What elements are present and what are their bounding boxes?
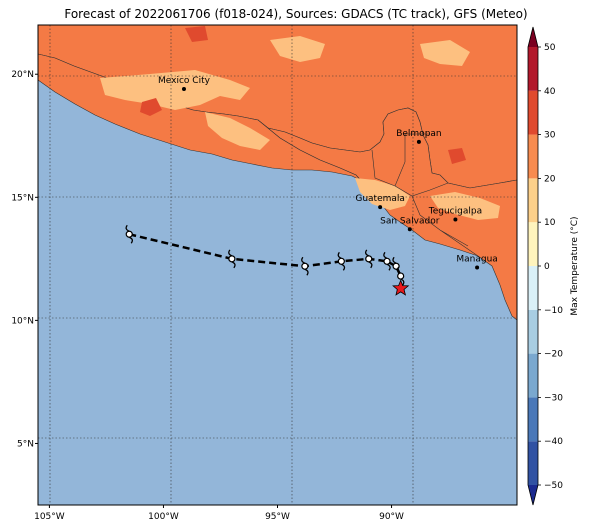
- colorbar-tick-label: 40: [544, 87, 556, 97]
- x-tick-label: 90°W: [379, 512, 404, 522]
- mild-zone-east: [420, 40, 470, 66]
- colorbar-segment: [528, 353, 538, 398]
- city-marker: [416, 139, 421, 144]
- current-position-star-icon: [392, 279, 410, 296]
- land-layer: [38, 25, 517, 321]
- city-marker: [378, 205, 383, 210]
- x-axis-ticks: 105°W 100°W 95°W 90°W: [34, 505, 404, 522]
- y-axis-ticks: 20°N 15°N 10°N 5°N: [11, 70, 38, 449]
- colorbar-segment: [528, 441, 538, 485]
- city-marker: [453, 217, 458, 222]
- colorbar-tick-label: 50: [544, 43, 556, 53]
- colorbar-segment: [528, 134, 538, 179]
- colorbar-tick-label: −20: [544, 350, 563, 360]
- storm-track-point: [365, 255, 373, 263]
- storm-track-point: [337, 257, 345, 265]
- x-tick-label: 105°W: [34, 512, 65, 522]
- mild-zone-south: [205, 112, 270, 150]
- storm-track-point: [228, 255, 236, 263]
- grid-lines: [38, 25, 517, 505]
- colorbar-tick-label: −40: [544, 437, 563, 447]
- city-label: Mexico City: [158, 76, 211, 86]
- colorbar-tick-label: 10: [544, 218, 556, 228]
- storm-track-point: [397, 272, 405, 280]
- hot-spot-west: [140, 98, 162, 116]
- colorbar-segment: [528, 309, 538, 354]
- cyclone-symbol-icon: [337, 251, 346, 271]
- y-tick-label: 20°N: [11, 70, 34, 80]
- colorbar-segment: [528, 222, 538, 266]
- colorbar-tick-label: −50: [544, 481, 563, 491]
- colorbar-segment: [528, 47, 538, 91]
- cyclone-symbol-icon: [228, 249, 236, 269]
- city-label: Guatemala: [355, 194, 405, 204]
- colorbar-tick-label: −30: [544, 393, 563, 403]
- colorbar-segment: [528, 178, 538, 223]
- colorbar-segment: [528, 397, 538, 442]
- storm-track-point: [383, 257, 391, 265]
- city-label: Managua: [456, 254, 497, 264]
- colorbar-segment: [528, 266, 538, 310]
- colorbar-segment: [528, 90, 538, 135]
- cyclone-symbol-icon: [396, 266, 405, 286]
- colorbar-tick-label: 0: [544, 262, 550, 272]
- y-tick-label: 5°N: [17, 439, 34, 449]
- mild-zone-gulf: [270, 36, 325, 62]
- colorbar-tick-label: 30: [544, 131, 556, 141]
- hot-spot-north: [185, 26, 208, 42]
- city-marker: [407, 227, 412, 232]
- cyclone-symbol-icon: [125, 224, 134, 244]
- storm-track-point: [125, 230, 133, 238]
- mild-zone-honduras: [430, 192, 500, 220]
- city-label: Tegucigalpa: [428, 206, 482, 216]
- city-marker: [475, 265, 480, 270]
- colorbar-label: Max Temperature (°C): [570, 216, 580, 315]
- hot-spot-yucatan: [448, 148, 466, 164]
- cyclone-symbol-icon: [301, 256, 309, 276]
- colorbar-tick-label: 20: [544, 174, 556, 184]
- colorbar-top-extend: [528, 27, 538, 47]
- colorbar: 50 40 30 20 10 0 −10 −20 −30 −40 −50: [527, 26, 563, 506]
- border-lines: [371, 133, 479, 257]
- mild-zone-guatemala: [355, 178, 410, 210]
- y-tick-label: 15°N: [11, 193, 34, 203]
- city-label: Belmopan: [396, 129, 441, 139]
- cyclone-symbol-icon: [364, 249, 373, 269]
- colorbar-bottom-extend: [528, 485, 538, 505]
- cities-layer: Mexico City Belmopan Guatemala San Salvador…: [158, 76, 498, 270]
- mild-zone-plateau: [100, 70, 250, 110]
- x-tick-label: 100°W: [148, 512, 179, 522]
- map-title: Forecast of 2022061706 (f018-024), Sourc…: [64, 7, 528, 21]
- y-tick-label: 10°N: [11, 316, 34, 326]
- city-marker: [181, 87, 186, 91]
- x-tick-label: 95°W: [265, 512, 290, 522]
- track-layer: [125, 224, 410, 296]
- city-label: San Salvador: [380, 216, 440, 226]
- cyclone-symbol-icon: [383, 251, 391, 271]
- colorbar-tick-label: −10: [544, 306, 563, 316]
- storm-track-point: [301, 262, 309, 270]
